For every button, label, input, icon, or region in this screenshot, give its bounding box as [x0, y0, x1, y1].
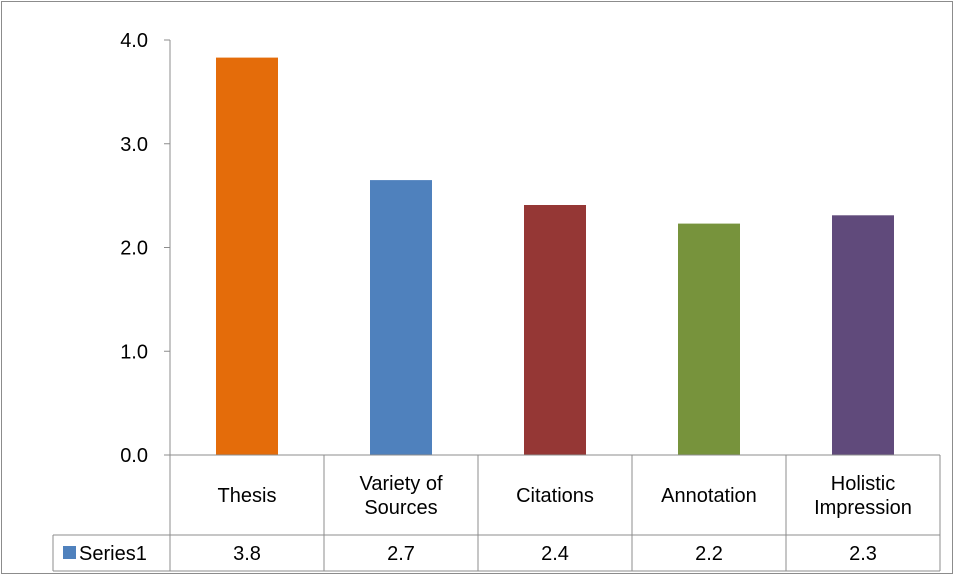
legend-key: [63, 546, 76, 559]
data-value-label: 2.2: [695, 543, 723, 565]
bar: [216, 57, 278, 455]
y-tick-label: 3.0: [120, 134, 148, 156]
bar: [832, 215, 894, 455]
y-tick-label: 2.0: [120, 238, 148, 260]
category-label: Citations: [516, 485, 594, 507]
category-label-line: Annotation: [661, 485, 757, 507]
data-value-label: 2.4: [541, 543, 569, 565]
category-label: Thesis: [218, 485, 277, 507]
data-table: Thesis Variety of Sources Citations Annotati…: [52, 454, 941, 572]
category-label-line: Sources: [364, 497, 437, 519]
category-label-line: Impression: [814, 497, 912, 519]
data-value-label: 2.3: [849, 543, 877, 565]
y-tick-label: 4.0: [120, 30, 148, 52]
bar: [524, 205, 586, 455]
data-value-label: 3.8: [233, 543, 261, 565]
y-axis: 0.0 1.0 2.0 3.0 4.0: [120, 30, 171, 467]
category-label: Annotation: [661, 485, 757, 507]
category-label-line: Thesis: [218, 485, 277, 507]
category-label-line: Variety of: [360, 473, 443, 495]
y-tick-label: 0.0: [120, 445, 148, 467]
category-label: Variety of Sources: [360, 473, 443, 519]
category-label: Holistic Impression: [814, 473, 912, 519]
bar: [370, 180, 432, 455]
legend-label: Series1: [79, 543, 147, 565]
y-tick-label: 1.0: [120, 341, 148, 363]
data-value-label: 2.7: [387, 543, 415, 565]
category-label-line: Holistic: [831, 473, 895, 495]
category-label-line: Citations: [516, 485, 594, 507]
bars: [216, 57, 894, 455]
bar: [678, 223, 740, 455]
